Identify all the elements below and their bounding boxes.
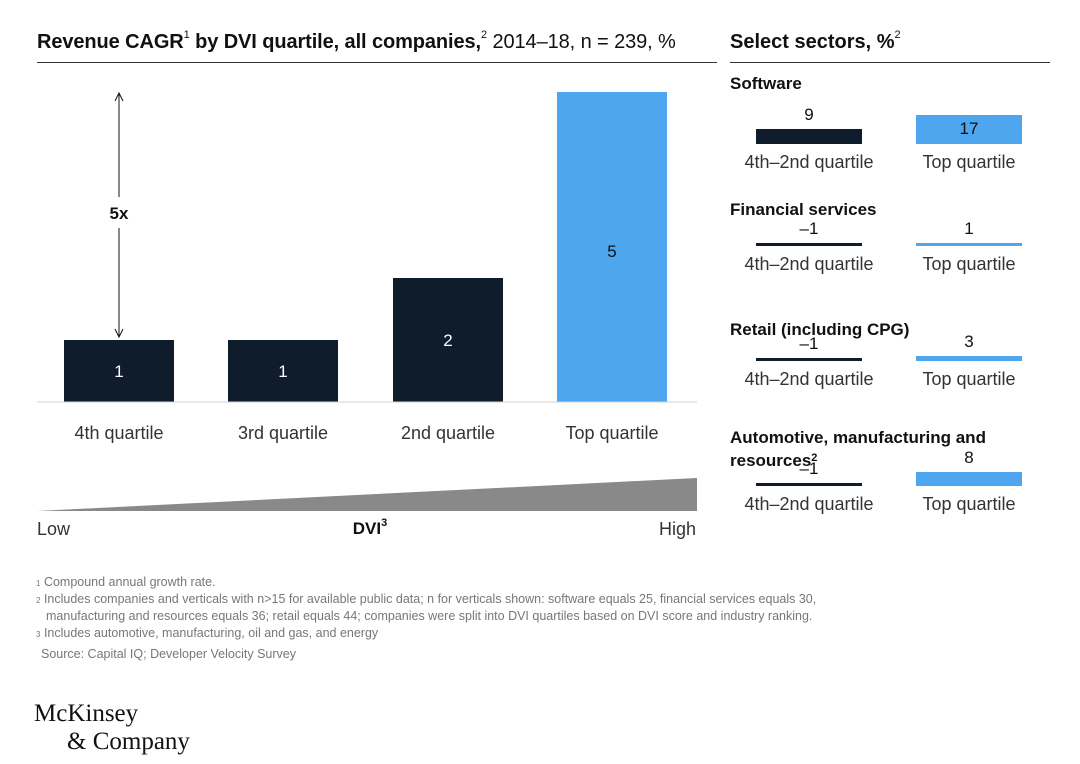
sector-1-value-top: 17 [959,118,979,138]
sector-1-bar-low [756,128,862,144]
footnote-3: 3 Includes automotive, manufacturing, oi… [36,626,379,640]
mckinsey-logo: McKinsey & Company [34,700,190,755]
sector-4-caption-top: Top quartile [922,494,1016,514]
footnote-2-cont: manufacturing and resources equals 36; r… [46,609,813,623]
chart-title: Revenue CAGR1 by DVI quartile, all compa… [37,29,676,53]
footnote-2: 2 Includes companies and verticals with … [36,592,817,606]
category-label-4: Top quartile [565,423,659,443]
footnote-1: 1 Compound annual growth rate. [36,575,216,589]
arrow-down-head [114,328,124,339]
sector-label-2: Financial services [730,200,877,219]
sector-4-bar-low [756,483,862,486]
bar-value-label-4: 5 [607,242,616,261]
sector-1-bar-top [916,115,1022,144]
sector-label-3: Retail (including CPG) [730,320,910,339]
footnotes: 1 Compound annual growth rate. 2 Include… [36,574,816,663]
sector-label-1: Software [730,74,802,93]
sector-4-value-low: –1 [799,459,819,478]
bar-value-label-3: 2 [443,331,452,350]
sector-label-4: Automotive, manufacturing and resources2 [730,428,986,470]
sectors-title-rule [730,62,1050,63]
sector-4-caption-low: 4th–2nd quartile [744,494,874,514]
multiplier-annotation: 5x [109,204,129,223]
axis-high-label: High [658,519,696,539]
category-label-3: 2nd quartile [400,423,496,443]
sector-3-value-low: –1 [799,334,819,353]
sector-2-value-top: 1 [964,219,974,238]
sector-3-bar-low [756,358,862,361]
arrow-up-head [114,91,124,102]
main-bar-chart: 1 1 2 5 [37,91,697,511]
category-label-1: 4th quartile [74,423,164,443]
sector-3-value-top: 3 [964,331,974,351]
bar-4 [557,92,667,402]
bar-3 [393,278,503,402]
bar-1 [64,340,174,402]
sector-2-bar-low [756,243,862,246]
bar-2 [228,340,338,402]
sector-1-value-low: 9 [804,104,814,124]
sector-3-caption-low: 4th–2nd quartile [744,369,874,389]
axis-low-label: Low [37,519,71,539]
sector-3-bar-top [916,355,1022,361]
sector-2-value-low: –1 [799,219,819,238]
dvi-ramp [37,478,697,511]
sector-1-caption-top: Top quartile [922,152,1016,172]
bar-value-label-1: 1 [114,362,123,381]
sector-2-bar-top [916,243,1022,246]
sector-4-value-top: 8 [964,448,974,468]
category-label-2: 3rd quartile [237,423,329,443]
bar-value-label-2: 1 [278,362,287,381]
sector-3-caption-top: Top quartile [922,369,1016,389]
sector-1-caption-low: 4th–2nd quartile [744,152,874,172]
sector-2-caption-low: 4th–2nd quartile [744,254,874,274]
sector-2-caption-top: Top quartile [922,254,1016,274]
source-note: Source: Capital IQ; Developer Velocity S… [41,647,296,661]
sector-4-bar-top [916,472,1022,486]
sectors-title: Select sectors, %2 [730,29,901,53]
axis-dvi-label: DVI3 [352,517,388,538]
title-rule [37,62,717,63]
